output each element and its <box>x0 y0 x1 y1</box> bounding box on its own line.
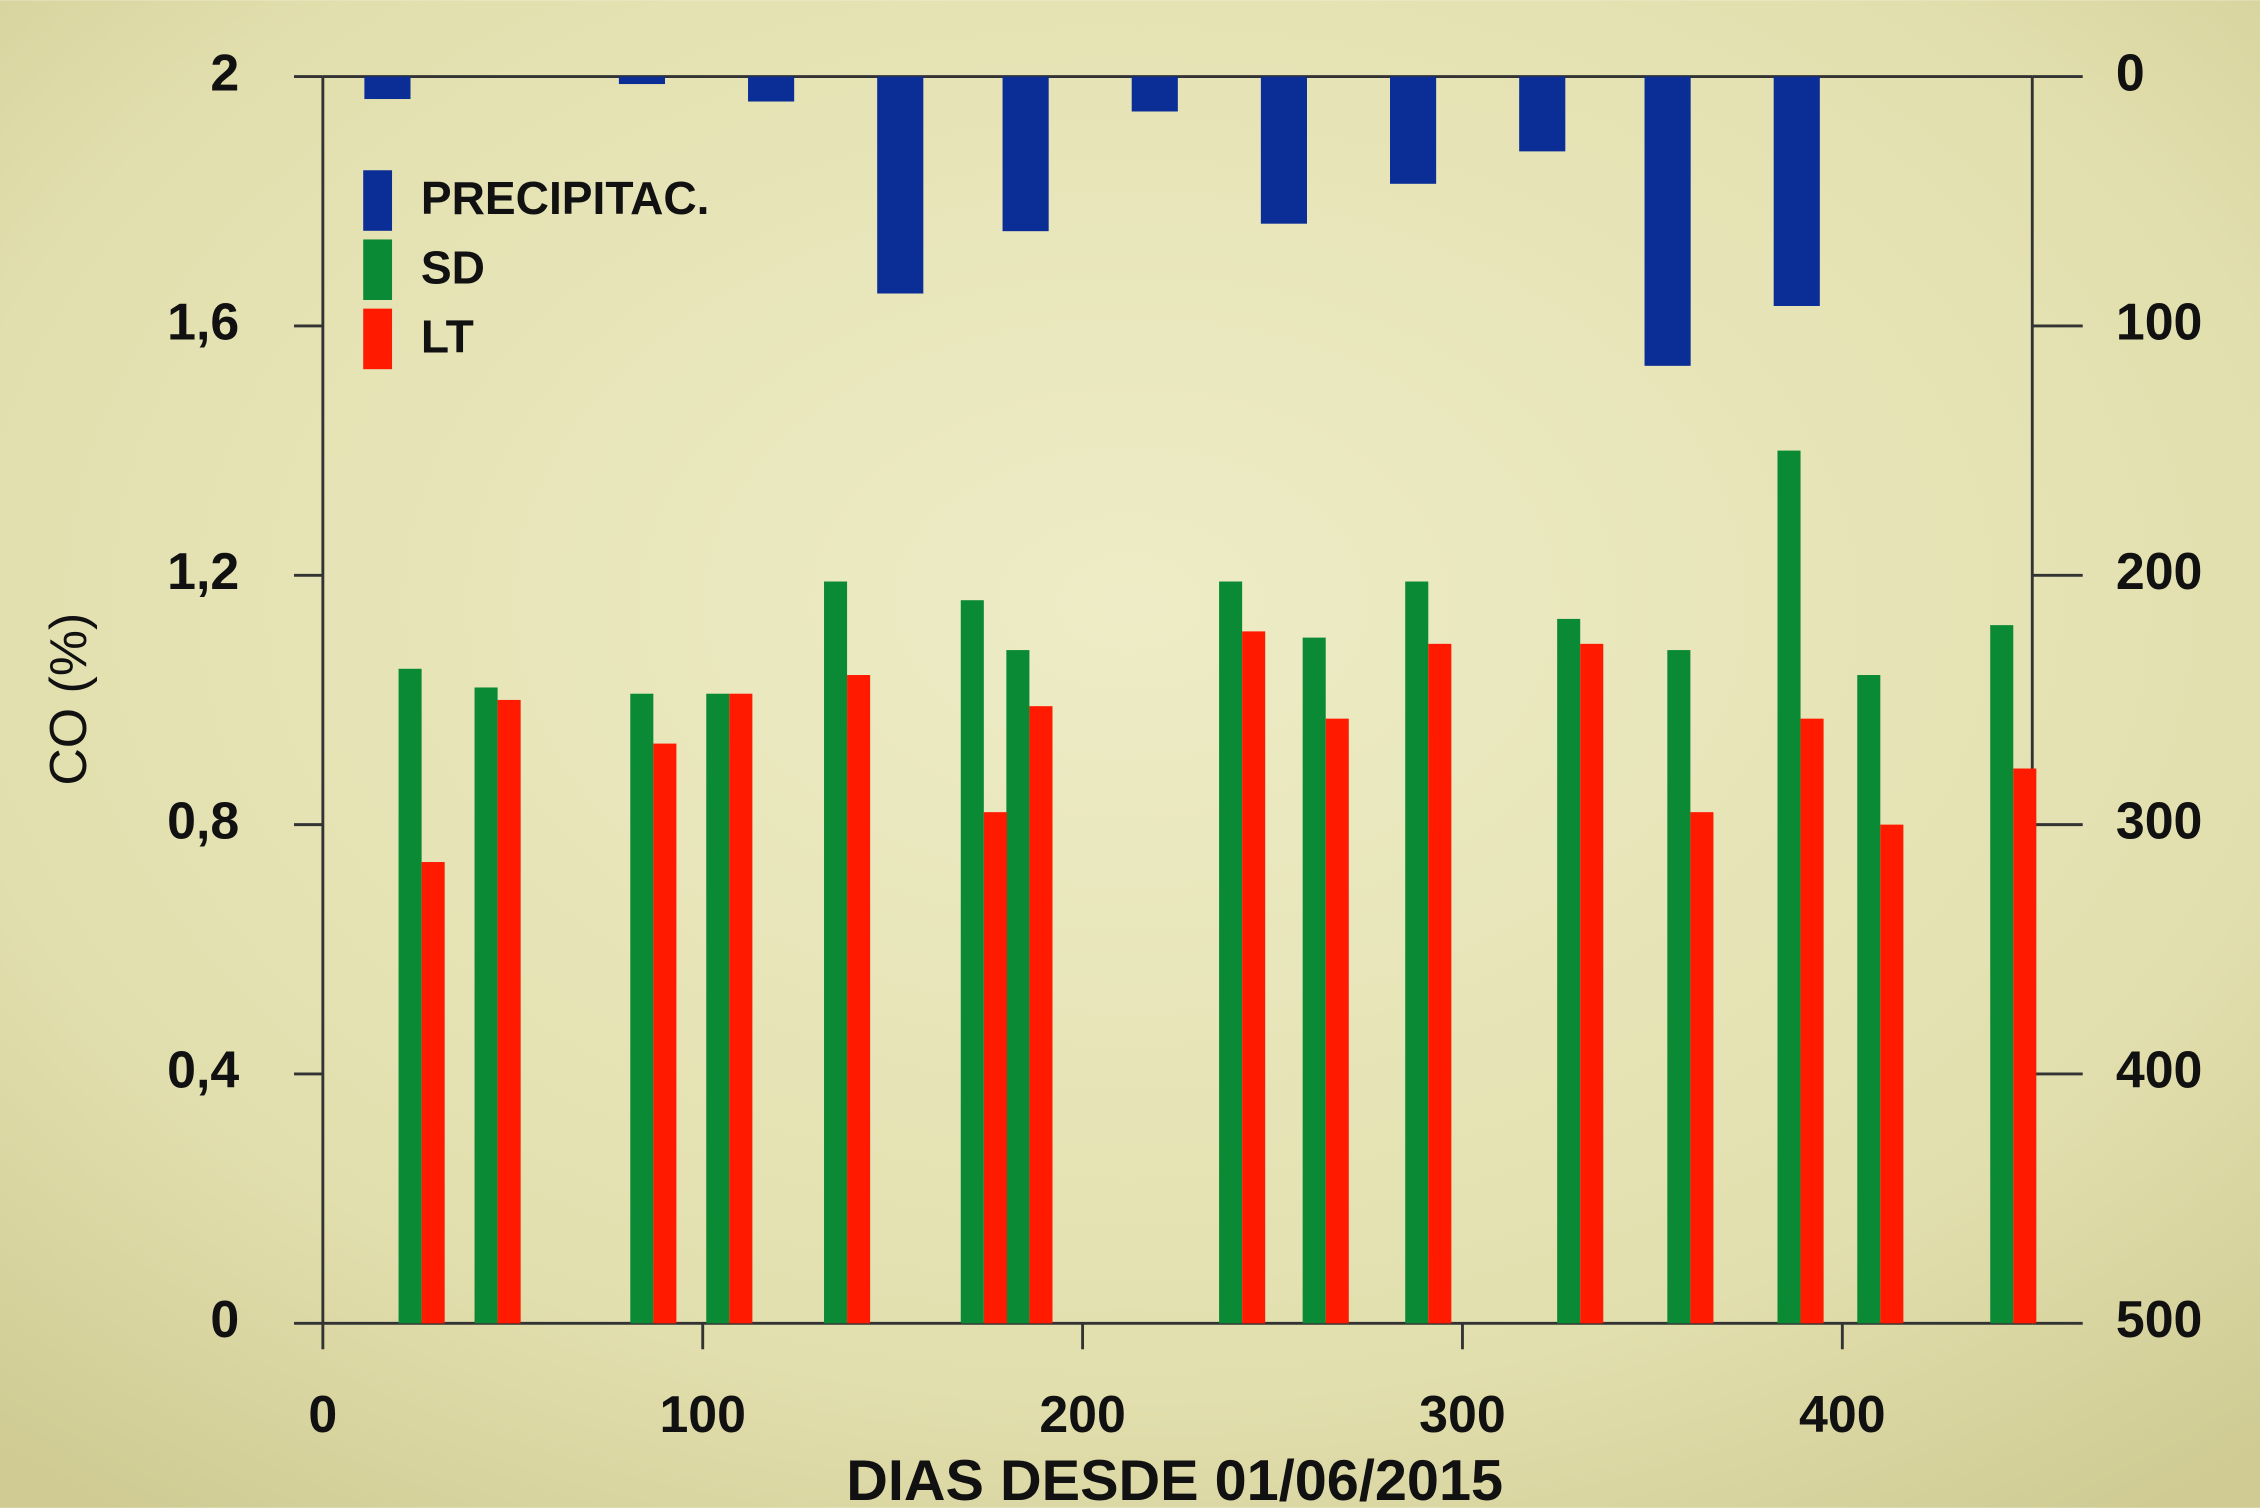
bar <box>475 687 498 1323</box>
bar <box>1801 719 1824 1324</box>
y-tick-label: 0,4 <box>167 1041 239 1099</box>
bar <box>1006 650 1029 1323</box>
chart: CO (%) DIAS DESDE 01/06/2015 0 0,4 0,8 1,2 1… <box>0 0 2260 1508</box>
x-tick-label: 200 <box>1039 1385 1126 1443</box>
y-tick-label: 1,2 <box>167 542 239 600</box>
x-tick-label: 0 <box>308 1385 337 1443</box>
bar <box>824 582 847 1324</box>
bar <box>1690 812 1713 1323</box>
bar <box>961 600 984 1323</box>
precipitation-bar <box>1132 77 1178 112</box>
y-tick-label: 1,6 <box>167 293 239 351</box>
precipitation-bar <box>748 77 794 102</box>
precipitation-bar <box>1390 77 1436 184</box>
legend-label: LT <box>421 311 474 363</box>
precipitation-bar <box>1003 77 1049 232</box>
bar <box>1880 825 1903 1324</box>
y2-tick-label: 0 <box>2116 43 2145 101</box>
precipitation-bar <box>1645 77 1691 366</box>
bar <box>1777 451 1800 1324</box>
precipitation-bar <box>1261 77 1307 224</box>
bar <box>1303 638 1326 1324</box>
bar <box>706 694 729 1324</box>
precipitation-bar <box>1774 77 1820 306</box>
bar <box>1326 719 1349 1324</box>
bar <box>847 675 870 1323</box>
precipitation-bar <box>619 77 665 84</box>
precipitation-bar <box>877 77 923 294</box>
bar <box>1857 675 1880 1323</box>
bar <box>1428 644 1451 1323</box>
bar <box>1990 625 2013 1323</box>
legend-swatch <box>363 170 392 231</box>
bar <box>2013 769 2036 1324</box>
legend-label: PRECIPITAC. <box>421 172 710 224</box>
bar <box>653 744 676 1324</box>
legend-label: SD <box>421 241 485 293</box>
y-tick-label: 0 <box>210 1290 239 1348</box>
background <box>0 0 2260 1508</box>
y2-tick-label: 500 <box>2116 1290 2203 1348</box>
page: {"chart_data": {"type": "bar", "x_label"… <box>0 0 2260 1508</box>
bar <box>1405 582 1428 1324</box>
bar <box>630 694 653 1324</box>
x-tick-label: 300 <box>1419 1385 1506 1443</box>
bar <box>729 694 752 1324</box>
x-tick-label: 100 <box>659 1385 746 1443</box>
y-tick-label: 2 <box>210 43 239 101</box>
legend-swatch <box>363 239 392 300</box>
bar <box>1557 619 1580 1323</box>
y2-tick-label: 100 <box>2116 293 2203 351</box>
bar <box>1029 706 1052 1323</box>
bar <box>1219 582 1242 1324</box>
x-tick-label: 400 <box>1799 1385 1886 1443</box>
y-axis-title: CO (%) <box>39 613 97 786</box>
y-tick-label: 0,8 <box>167 791 239 849</box>
bar <box>1580 644 1603 1323</box>
y2-tick-label: 200 <box>2116 542 2203 600</box>
bar <box>498 700 521 1323</box>
bar <box>1667 650 1690 1323</box>
y2-tick-label: 400 <box>2116 1041 2203 1099</box>
precipitation-bar <box>1519 77 1565 152</box>
y2-tick-label: 300 <box>2116 791 2203 849</box>
legend-swatch <box>363 309 392 370</box>
bar <box>984 812 1007 1323</box>
precipitation-bar <box>364 77 410 99</box>
bar <box>1242 631 1265 1323</box>
bar <box>399 669 422 1324</box>
bar <box>422 862 445 1323</box>
x-axis-title: DIAS DESDE 01/06/2015 <box>846 1449 1503 1508</box>
